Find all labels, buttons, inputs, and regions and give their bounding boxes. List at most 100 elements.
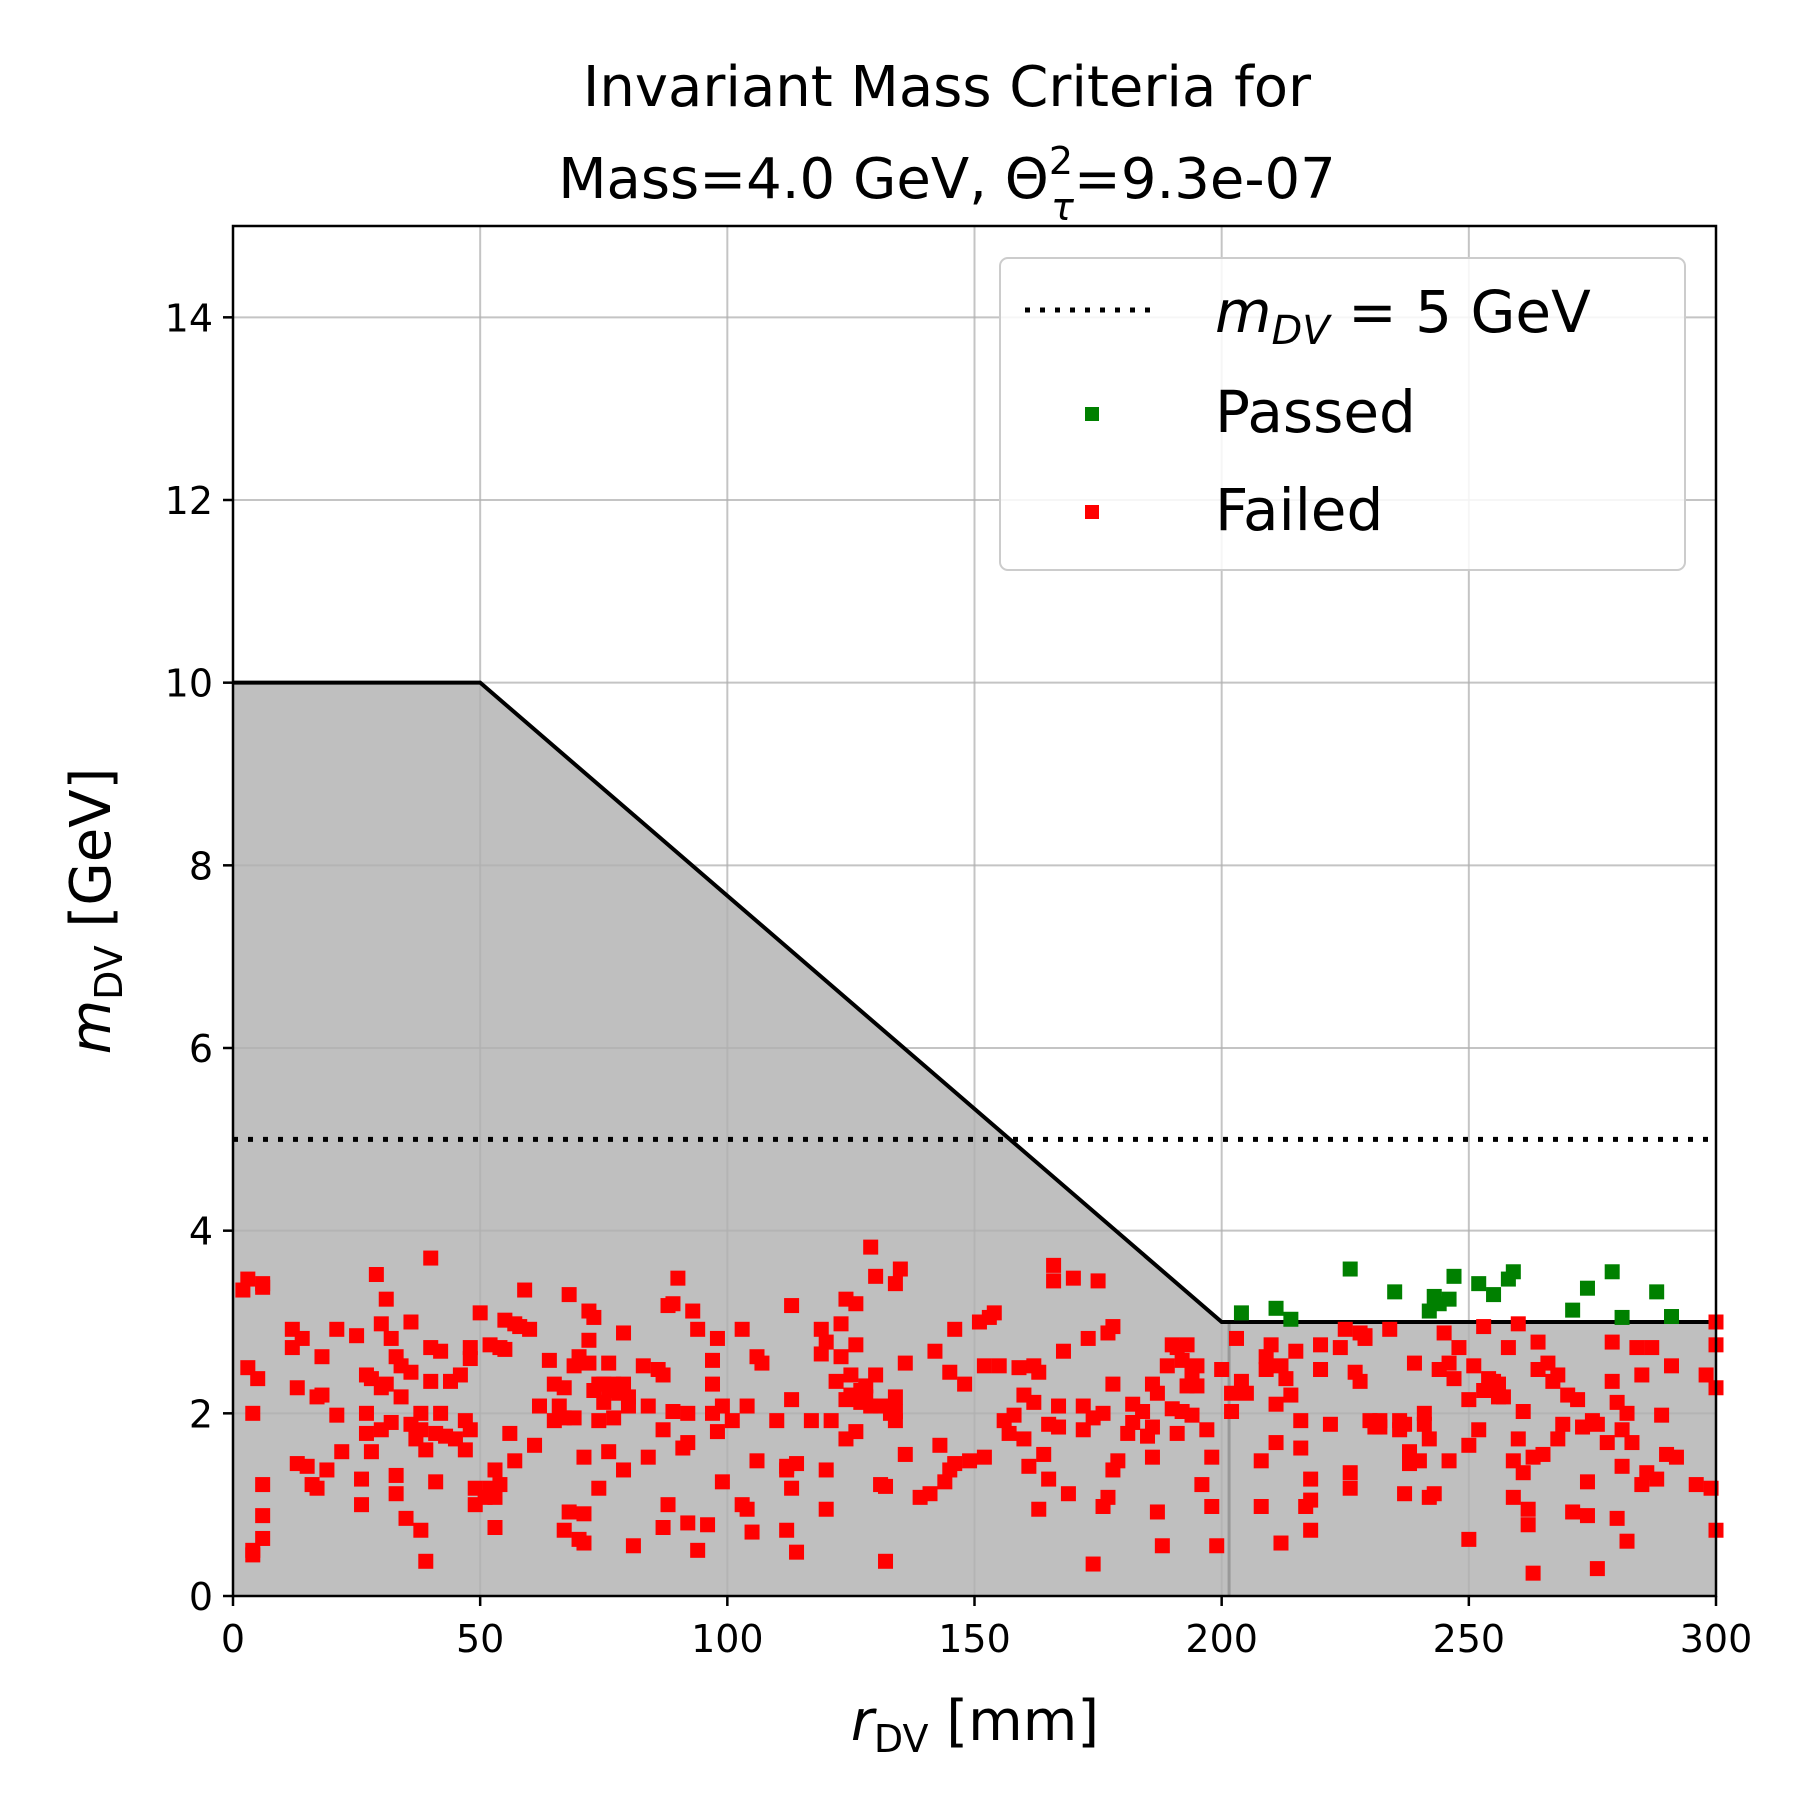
point-failed: [962, 1453, 978, 1469]
point-failed: [1036, 1446, 1052, 1462]
point-failed: [868, 1367, 884, 1383]
point-failed: [1495, 1389, 1511, 1405]
point-failed: [769, 1413, 785, 1429]
point-failed: [1397, 1416, 1413, 1432]
point-failed: [1525, 1565, 1541, 1581]
point-failed: [1303, 1522, 1319, 1538]
point-failed: [709, 1330, 725, 1346]
point-failed: [1322, 1416, 1338, 1432]
point-failed: [991, 1358, 1007, 1374]
point-failed: [413, 1522, 429, 1538]
legend-box: [999, 257, 1686, 571]
point-failed: [1604, 1334, 1620, 1350]
x-tick-label: 250: [1433, 1617, 1506, 1661]
point-failed: [354, 1497, 370, 1513]
point-failed: [1169, 1425, 1185, 1441]
point-failed: [1041, 1471, 1057, 1487]
point-failed: [358, 1425, 374, 1441]
point-failed: [1144, 1419, 1160, 1435]
point-failed: [724, 1413, 740, 1429]
point-failed: [818, 1334, 834, 1350]
point-passed: [1268, 1300, 1284, 1316]
point-failed: [1688, 1477, 1704, 1493]
point-failed: [452, 1367, 468, 1383]
point-failed: [784, 1392, 800, 1408]
point-failed: [878, 1478, 894, 1494]
point-failed: [655, 1367, 671, 1383]
point-failed: [576, 1506, 592, 1522]
point-failed: [616, 1462, 632, 1478]
point-failed: [1046, 1273, 1062, 1289]
point-passed: [1471, 1276, 1487, 1292]
point-failed: [670, 1270, 686, 1286]
x-tick-label: 0: [221, 1617, 245, 1661]
point-failed: [887, 1276, 903, 1292]
point-failed: [1095, 1405, 1111, 1421]
point-failed: [680, 1405, 696, 1421]
point-failed: [897, 1355, 913, 1371]
point-failed: [556, 1522, 572, 1538]
point-failed: [690, 1321, 706, 1337]
point-failed: [487, 1462, 503, 1478]
point-failed: [1233, 1373, 1249, 1389]
point-failed: [1644, 1340, 1660, 1356]
point-failed: [635, 1358, 651, 1374]
point-failed: [1189, 1358, 1205, 1374]
point-failed: [660, 1497, 676, 1513]
point-failed: [566, 1410, 582, 1426]
y-tick-label: 14: [165, 296, 213, 340]
point-failed: [601, 1355, 617, 1371]
point-failed: [1397, 1486, 1413, 1502]
point-failed: [289, 1380, 305, 1396]
point-failed: [640, 1398, 656, 1414]
point-passed: [1283, 1311, 1299, 1327]
point-failed: [1144, 1449, 1160, 1465]
point-failed: [784, 1480, 800, 1496]
point-failed: [665, 1404, 681, 1420]
point-failed: [1105, 1319, 1121, 1335]
point-failed: [922, 1486, 938, 1502]
point-passed: [1342, 1261, 1358, 1277]
point-failed: [823, 1413, 839, 1429]
point-failed: [383, 1330, 399, 1346]
point-failed: [319, 1462, 335, 1478]
point-failed: [1535, 1446, 1551, 1462]
x-tick-label: 200: [1185, 1617, 1258, 1661]
point-failed: [754, 1355, 770, 1371]
point-failed: [358, 1405, 374, 1421]
point-failed: [255, 1508, 271, 1524]
point-failed: [1085, 1556, 1101, 1572]
point-failed: [576, 1535, 592, 1551]
legend: mDV = 5 GeV Passed Failed: [999, 257, 1686, 571]
point-failed: [1253, 1453, 1269, 1469]
point-failed: [1214, 1361, 1230, 1377]
point-failed: [937, 1474, 953, 1490]
point-failed: [1698, 1367, 1714, 1383]
point-failed: [1204, 1449, 1220, 1465]
point-failed: [887, 1413, 903, 1429]
point-failed: [1303, 1492, 1319, 1508]
point-failed: [1060, 1486, 1076, 1502]
point-failed: [843, 1367, 859, 1383]
point-failed: [749, 1453, 765, 1469]
point-failed: [1332, 1340, 1348, 1356]
data-points: [235, 1239, 1724, 1581]
point-failed: [1184, 1407, 1200, 1423]
point-failed: [591, 1480, 607, 1496]
point-failed: [294, 1330, 310, 1346]
point-failed: [576, 1449, 592, 1465]
point-failed: [813, 1321, 829, 1337]
point-failed: [418, 1442, 434, 1458]
point-failed: [705, 1352, 721, 1368]
point-failed: [1273, 1358, 1289, 1374]
point-failed: [329, 1407, 345, 1423]
legend-label-failed: Failed: [1215, 476, 1383, 544]
point-failed: [887, 1389, 903, 1405]
point-passed: [1565, 1302, 1581, 1318]
point-failed: [714, 1474, 730, 1490]
point-failed: [601, 1444, 617, 1460]
point-failed: [868, 1268, 884, 1284]
y-tick-label: 12: [165, 479, 213, 523]
point-failed: [462, 1422, 478, 1438]
point-failed: [1046, 1257, 1062, 1273]
